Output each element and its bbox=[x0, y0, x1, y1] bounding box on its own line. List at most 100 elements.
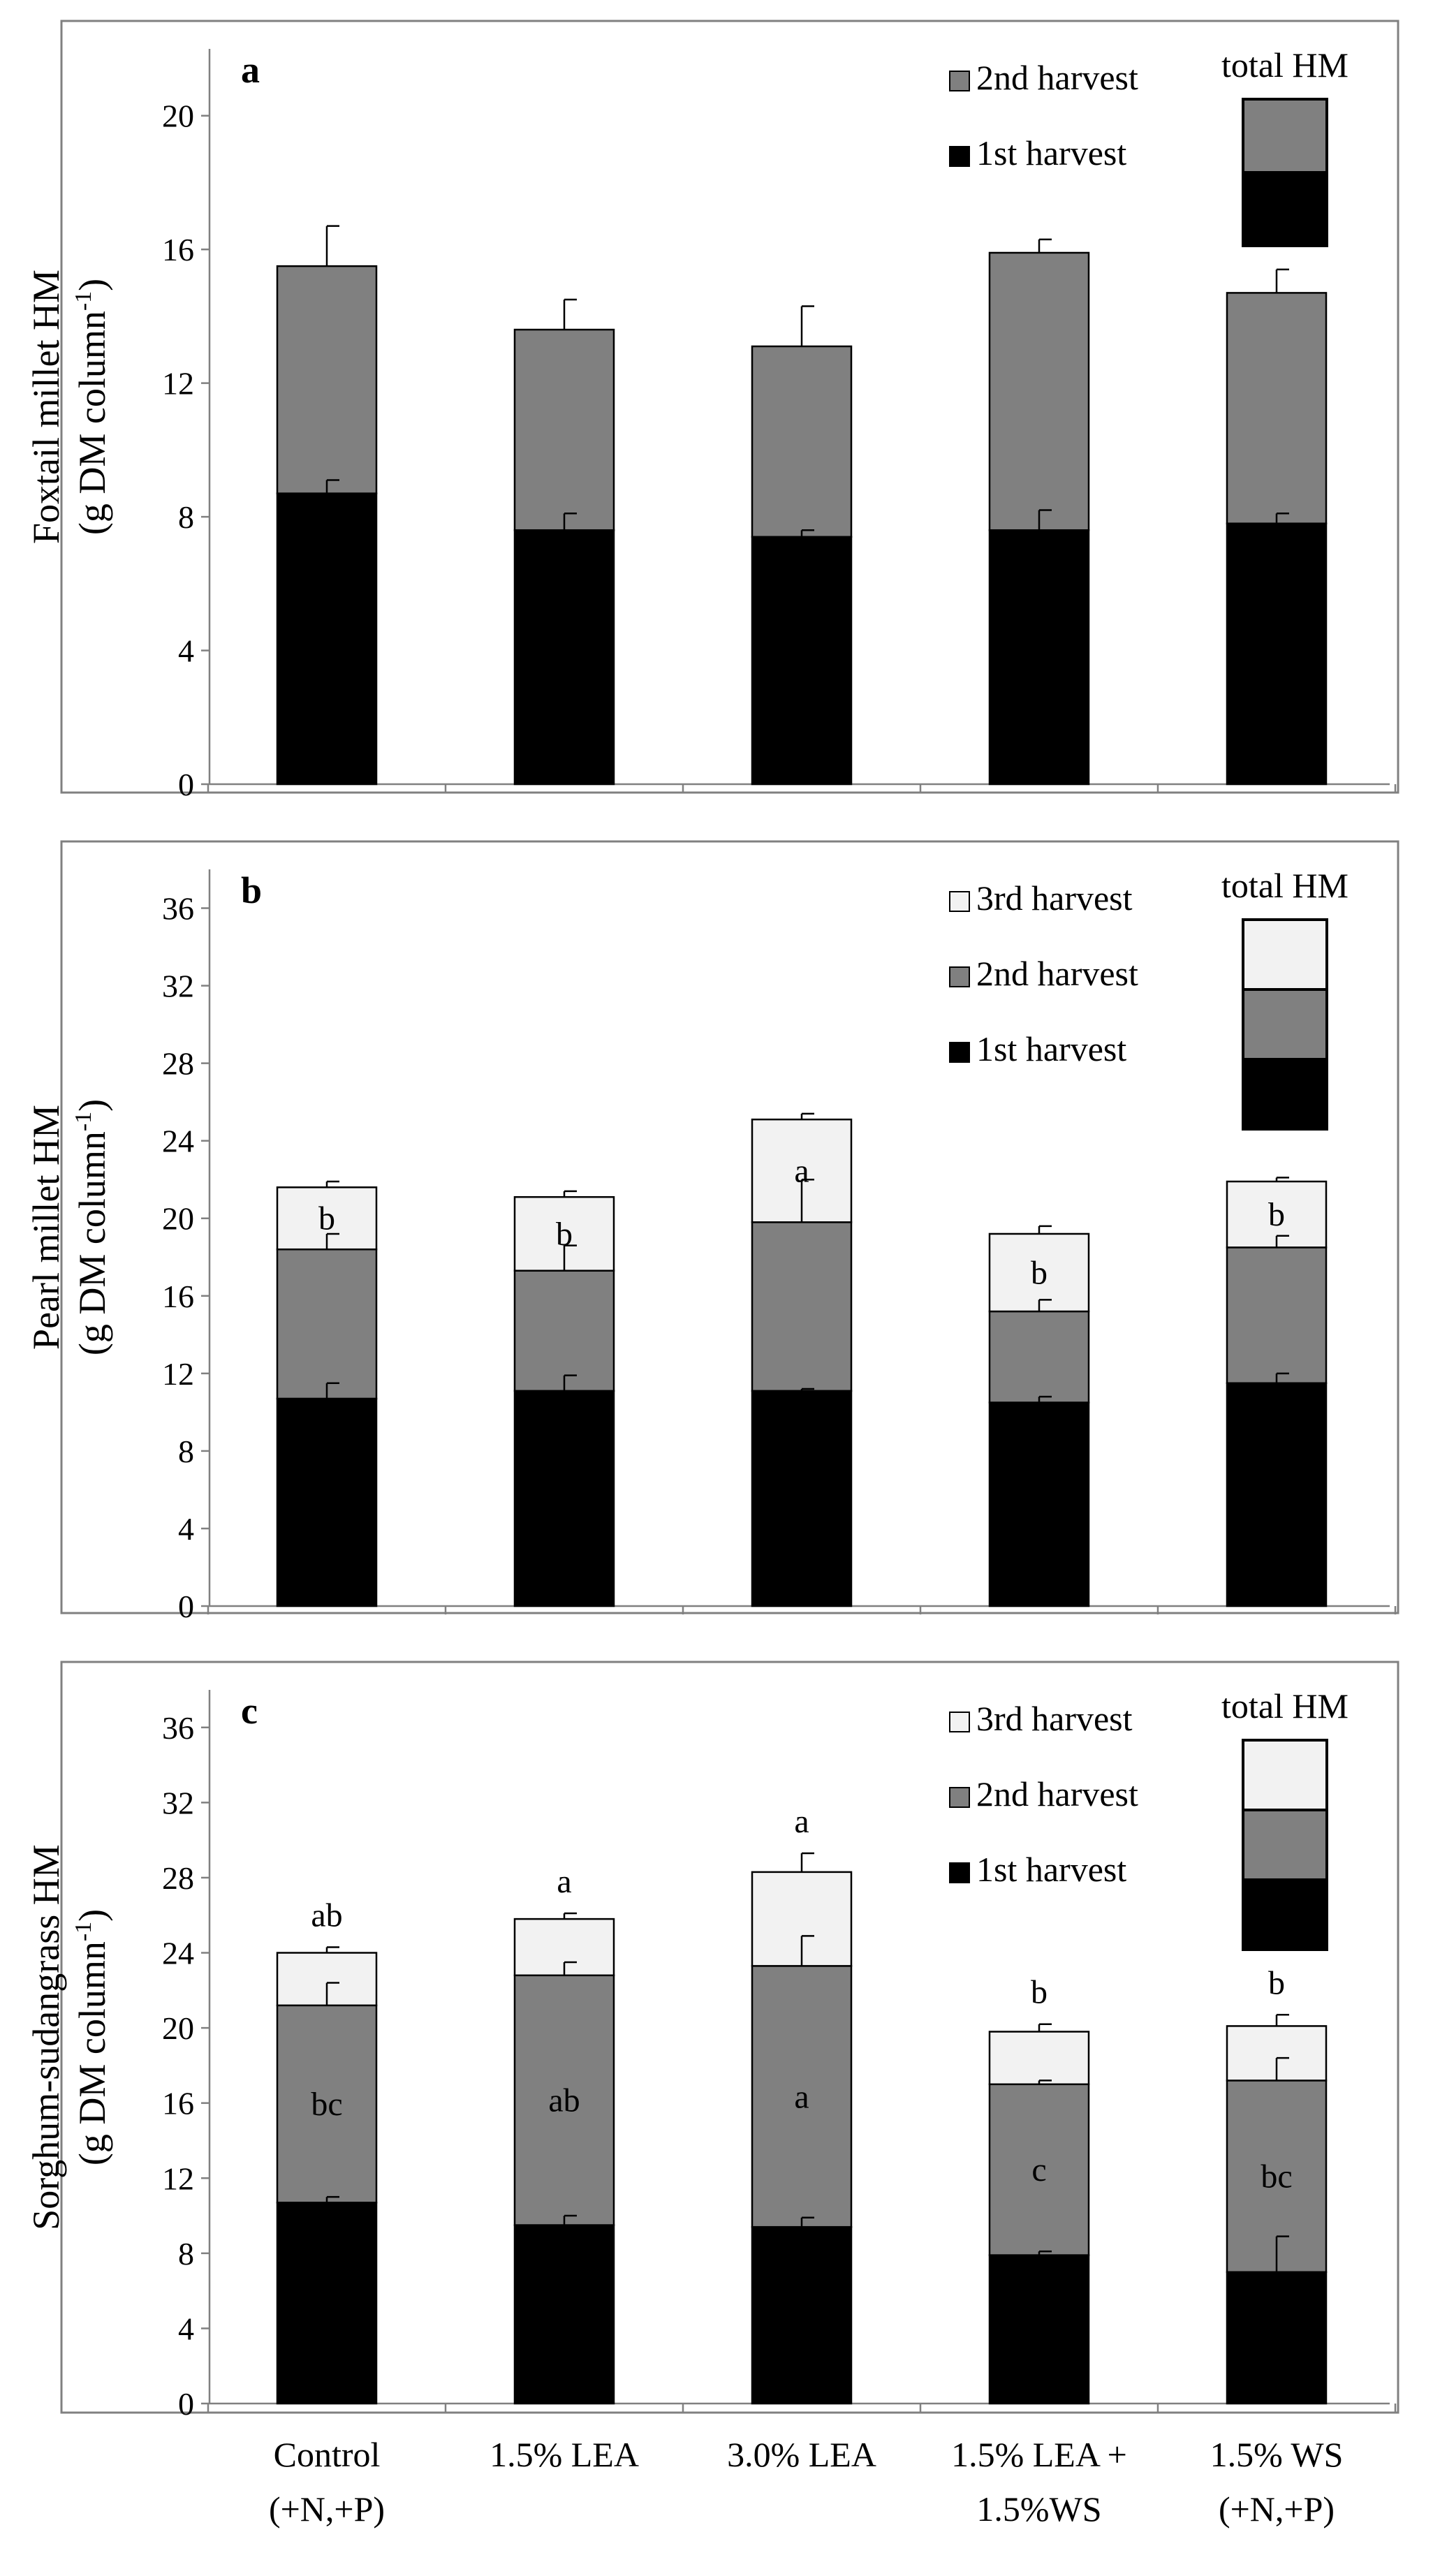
y-tick-label: 12 bbox=[162, 2161, 194, 2196]
significance-label: b bbox=[556, 1216, 573, 1253]
significance-label: bc bbox=[1261, 2158, 1292, 2195]
y-tick-label: 20 bbox=[162, 98, 194, 134]
y-tick-label: 12 bbox=[162, 366, 194, 402]
y-tick-label: 24 bbox=[162, 1936, 194, 1971]
y-tick-label: 8 bbox=[178, 1434, 194, 1469]
legend: 3rd harvest 2nd harvest 1st harvest bbox=[949, 1699, 1138, 1889]
bar-segment-1st-harvest bbox=[1226, 522, 1328, 786]
y-tick-label: 8 bbox=[178, 499, 194, 535]
y-tick-label: 4 bbox=[178, 633, 194, 669]
x-category-label: 1.5% LEA bbox=[490, 2435, 639, 2474]
significance-label: b bbox=[1268, 1196, 1285, 1233]
y-tick-label: 36 bbox=[162, 1710, 194, 1746]
significance-label: a bbox=[794, 1153, 809, 1190]
y-tick-label: 32 bbox=[162, 969, 194, 1004]
bar-segment-2nd-harvest bbox=[988, 251, 1090, 531]
bar-segment-3rd-harvest bbox=[988, 1232, 1090, 1313]
total-hm-label: total HM bbox=[1221, 866, 1349, 905]
bar-segment-2nd-harvest bbox=[988, 1310, 1090, 1404]
legend: 2nd harvest 1st harvest bbox=[949, 58, 1138, 172]
total-significance-label: a bbox=[794, 1803, 809, 1840]
y-tick-label: 28 bbox=[162, 1860, 194, 1896]
bar-segment-1st-harvest bbox=[513, 529, 615, 786]
y-tick-label: 4 bbox=[178, 1511, 194, 1547]
total-hm-segment bbox=[1242, 171, 1328, 247]
bar-segment-2nd-harvest bbox=[513, 1974, 615, 2226]
legend-label: 2nd harvest bbox=[976, 954, 1138, 993]
chart-panel-b: 0 4 8 12 16 20 24 28 32 36 Pearl millet HM (g DM co… bbox=[25, 840, 1399, 1624]
bar-segment-1st-harvest bbox=[751, 2225, 853, 2405]
bar-segment-2nd-harvest bbox=[513, 328, 615, 531]
total-significance-label: a bbox=[557, 1863, 571, 1900]
y-axis-title-units: (g DM column bbox=[71, 1941, 113, 2165]
y-axis-title-units: (g DM column bbox=[71, 311, 113, 535]
total-significance-label: ab bbox=[311, 1897, 342, 1934]
bar-segment-1st-harvest bbox=[1226, 2271, 1328, 2405]
legend-swatch bbox=[949, 1787, 970, 1808]
legend-label: 1st harvest bbox=[976, 1029, 1126, 1068]
significance-label: bc bbox=[311, 2086, 342, 2123]
bar-segment-1st-harvest bbox=[513, 2224, 615, 2405]
x-axis-category-labels: Control (+N,+P) 1.5% LEA 3.0% LEA 1.5% LEA +… bbox=[269, 2435, 1343, 2529]
y-tick-label: 20 bbox=[162, 2010, 194, 2046]
total-hm-label: total HM bbox=[1221, 45, 1349, 84]
total-significance-label: b bbox=[1031, 1974, 1048, 2011]
chart-panel-c: 0 4 8 12 16 20 24 28 32 36 Sorghum-sudangrass HM (g… bbox=[25, 1661, 1399, 2422]
bar-segment-1st-harvest bbox=[751, 536, 853, 786]
bar-segment-2nd-harvest bbox=[513, 1269, 615, 1392]
total-hm-legend: total HM bbox=[1221, 1686, 1349, 1951]
panel-frame bbox=[60, 1661, 1399, 2414]
y-axis-title-superscript: -1 bbox=[71, 1112, 96, 1131]
y-tick-label: 36 bbox=[162, 891, 194, 927]
total-hm-legend: total HM bbox=[1221, 45, 1349, 247]
legend-swatch bbox=[949, 146, 970, 167]
bar-segment-1st-harvest bbox=[988, 1401, 1090, 1607]
y-tick-label: 16 bbox=[162, 232, 194, 267]
bar-segment-2nd-harvest bbox=[276, 265, 378, 494]
total-hm-segment bbox=[1242, 1878, 1328, 1951]
y-tick-label: 0 bbox=[178, 767, 194, 802]
total-hm-segment bbox=[1242, 1058, 1328, 1131]
bar-segment-1st-harvest bbox=[276, 2201, 378, 2405]
legend: 3rd harvest 2nd harvest 1st harvest bbox=[949, 878, 1138, 1068]
y-axis-title-line2: (g DM column-1) bbox=[71, 1909, 113, 2165]
legend-label: 1st harvest bbox=[976, 133, 1126, 172]
y-tick-label: 20 bbox=[162, 1201, 194, 1237]
y-tick-label: 0 bbox=[178, 2386, 194, 2422]
bar-segment-2nd-harvest bbox=[1226, 1246, 1328, 1384]
y-tick-label: 24 bbox=[162, 1124, 194, 1159]
chart-panel-a: 0 4 8 12 16 20 Foxtail millet HM (g DM column-1… bbox=[25, 20, 1399, 802]
total-hm-segment bbox=[1242, 1809, 1328, 1881]
y-axis-title-line2: (g DM column-1) bbox=[71, 279, 113, 535]
y-tick-label: 0 bbox=[178, 1589, 194, 1624]
total-hm-legend: total HM bbox=[1221, 866, 1349, 1131]
panel-frame bbox=[60, 840, 1399, 1614]
bar-segment-2nd-harvest bbox=[276, 1248, 378, 1400]
y-axis-title-superscript: -1 bbox=[71, 291, 96, 311]
significance-label: ab bbox=[548, 2082, 580, 2119]
x-category-label: 3.0% LEA bbox=[727, 2435, 876, 2474]
legend-label: 2nd harvest bbox=[976, 58, 1138, 97]
legend-swatch bbox=[949, 1042, 970, 1063]
legend-swatch bbox=[949, 966, 970, 987]
x-category-label: (+N,+P) bbox=[1219, 2489, 1335, 2529]
panel-frame bbox=[60, 20, 1399, 794]
y-axis-title-line1: Sorghum-sudangrass HM bbox=[25, 1844, 67, 2230]
y-tick-label: 4 bbox=[178, 2311, 194, 2346]
y-axis-title-line2: (g DM column-1) bbox=[71, 1099, 113, 1355]
x-category-label: 1.5% WS bbox=[1210, 2435, 1344, 2474]
y-tick-label: 28 bbox=[162, 1046, 194, 1082]
y-axis-title-close: ) bbox=[71, 279, 113, 291]
total-hm-label: total HM bbox=[1221, 1686, 1349, 1725]
legend-label: 1st harvest bbox=[976, 1850, 1126, 1889]
y-tick-label: 32 bbox=[162, 1785, 194, 1820]
y-axis-title-units: (g DM column bbox=[71, 1131, 113, 1355]
significance-label: c bbox=[1031, 2151, 1046, 2188]
legend-swatch bbox=[949, 71, 970, 91]
y-axis-title-line1: Pearl millet HM bbox=[25, 1105, 67, 1350]
y-tick-label: 16 bbox=[162, 2086, 194, 2121]
y-tick-label: 12 bbox=[162, 1356, 194, 1392]
bar-segment-1st-harvest bbox=[276, 1397, 378, 1607]
legend-swatch bbox=[949, 1862, 970, 1883]
